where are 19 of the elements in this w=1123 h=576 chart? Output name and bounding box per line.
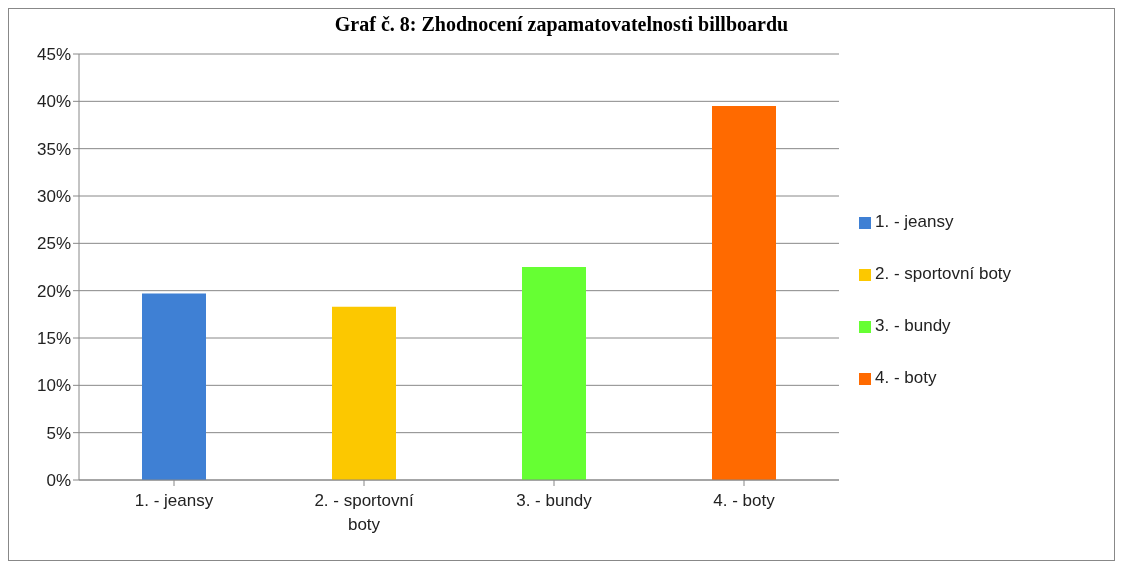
chart-title: Graf č. 8: Zhodnocení zapamatovatelnosti billboardu [333,12,790,38]
x-tick-label: 2. - sportovní boty [314,491,414,534]
x-tick-label: 1. - jeansy [134,491,214,510]
legend-label: 2. - sportovní boty [875,264,1012,283]
x-tick-label: 3. - bundy [516,491,593,510]
y-tick-label: 5% [46,423,71,443]
y-tick-label: 10% [36,376,71,396]
legend-label: 4. - boty [875,368,937,387]
y-tick-label: 15% [36,329,71,349]
y-tick-label: 40% [36,92,71,112]
y-tick-label: 30% [36,187,71,207]
y-tick-label: 25% [36,234,71,254]
y-tick-label: 45% [36,45,71,65]
legend-label: 3. - bundy [875,316,951,335]
legend-label: 1. - jeansy [875,212,954,231]
y-tick-label: 0% [46,471,71,491]
y-tick-label: 35% [36,139,71,159]
y-tick-label: 20% [36,281,71,301]
x-tick-label: 4. - boty [713,491,776,510]
